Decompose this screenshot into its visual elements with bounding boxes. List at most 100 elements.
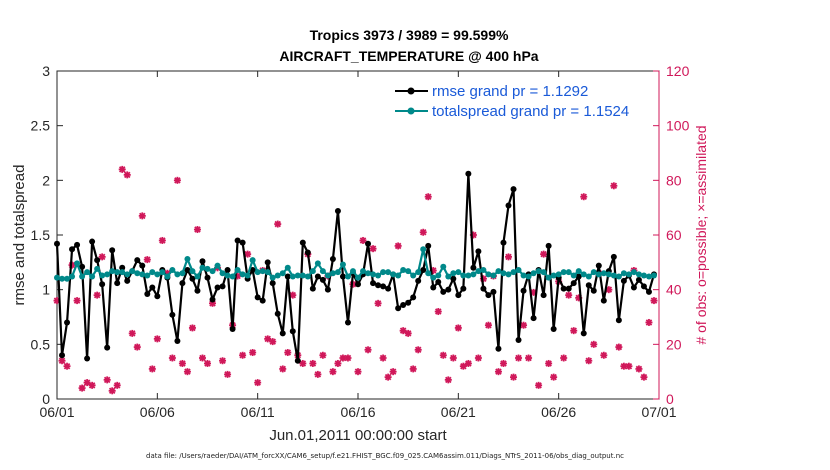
rmse-point [615,317,622,324]
rmse-point [194,287,201,294]
rmse-point [199,258,206,265]
rmse-point [550,326,557,333]
y-tick-label: 0 [42,391,50,407]
y-tick-label: 2.5 [31,118,51,134]
totalspread-point [630,269,637,276]
totalspread-point [69,273,76,280]
totalspread-point [640,272,647,279]
obs-count-marker [580,193,588,201]
rmse-point [269,280,276,287]
rmse-point [109,247,116,254]
y2-axis-label: # of obs: o=possible; ×=assimilated [693,125,709,344]
obs-count-marker [545,359,553,367]
rmse-point [415,277,422,284]
rmse-point [149,284,156,291]
legend-spread-marker [407,107,415,115]
obs-count-marker [419,228,427,236]
obs-count-marker [188,324,196,332]
totalspread-point [530,270,537,277]
obs-count-marker [625,362,633,370]
y2-tick-label: 20 [666,336,682,352]
rmse-point [144,291,151,298]
totalspread-point [460,272,467,279]
y-tick-label: 3 [42,63,50,79]
obs-count-marker [224,370,232,378]
obs-count-marker [78,384,86,392]
totalspread-point [209,268,216,275]
totalspread-point [510,269,517,276]
rmse-point [214,284,221,291]
totalspread-point [365,270,372,277]
y-tick-label: 1 [42,282,50,298]
obs-count-marker [354,368,362,376]
rmse-point [440,288,447,295]
rmse-point [174,338,181,345]
totalspread-point [520,272,527,279]
rmse-point [380,283,387,290]
totalspread-point [425,270,432,277]
totalspread-point [580,271,587,278]
obs-count-marker [108,387,116,395]
rmse-point [475,248,482,255]
obs-count-marker [560,354,568,362]
rmse-point [184,266,191,273]
rmse-point [520,287,527,294]
obs-count-marker [610,182,618,190]
totalspread-point [385,269,392,276]
rmse-point [264,259,271,266]
obs-count-marker [239,351,247,359]
totalspread-point [319,268,326,275]
rmse-point [314,273,321,280]
obs-count-marker [173,176,181,184]
obs-count-marker [590,340,598,348]
legend-rmse-marker [407,87,415,95]
totalspread-point [545,274,552,281]
totalspread-point [339,261,346,268]
obs-count-marker [449,354,457,362]
rmse-point [94,257,101,264]
y-axis-label: rmse and totalspread [11,165,28,306]
totalspread-point [570,272,577,279]
obs-count-marker [499,359,507,367]
totalspread-point [154,271,161,278]
rmse-point [114,280,121,287]
y2-tick-label: 40 [666,282,682,298]
obs-count-marker [314,370,322,378]
rmse-point [635,276,642,283]
obs-count-marker [309,359,317,367]
rmse-point [74,241,81,248]
totalspread-point [585,273,592,280]
rmse-point [620,277,627,284]
obs-count-marker [158,236,166,244]
totalspread-point [249,257,256,264]
obs-count-marker [515,354,523,362]
obs-count-marker [93,291,101,299]
rmse-point [134,257,141,264]
obs-count-marker [414,346,422,354]
totalspread-point [189,268,196,275]
rmse-point [450,275,457,282]
rmse-point [435,279,442,286]
totalspread-point [129,268,136,275]
totalspread-point [199,264,206,271]
totalspread-point [390,271,397,278]
obs-count-marker [264,335,272,343]
rmse-point [309,285,316,292]
rmse-point [204,274,211,281]
rmse-point [219,283,226,290]
obs-count-marker [168,354,176,362]
rmse-point [119,264,126,271]
obs-count-marker [535,381,543,389]
axis-ticks: 06/01 06/06 06/11 06/16 06/21 06/26 07/0100.51… [31,63,690,420]
totalspread-point [575,268,582,275]
rmse-point [430,284,437,291]
totalspread-point [595,271,602,278]
obs-count-marker [133,343,141,351]
totalspread-point [239,271,246,278]
totalspread-point [349,268,356,275]
totalspread-point [299,272,306,279]
totalspread-point [184,256,191,263]
obs-count-marker [329,368,337,376]
totalspread-point [355,274,361,281]
